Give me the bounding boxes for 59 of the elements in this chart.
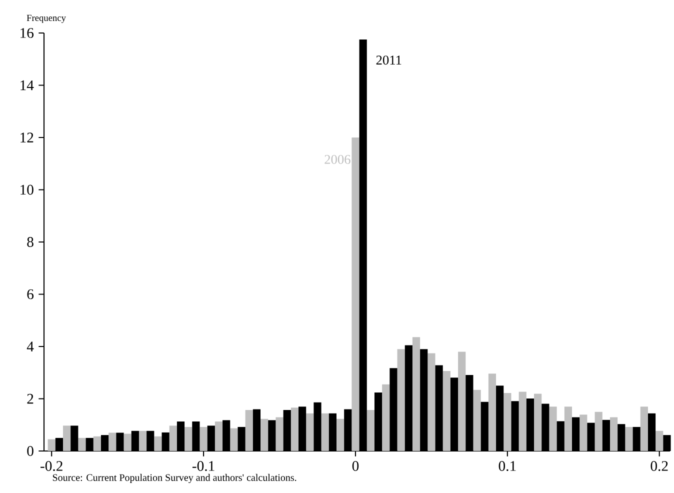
bar (336, 418, 344, 451)
x-tick-label: 0.1 (498, 461, 516, 472)
bar (549, 406, 557, 451)
bar (518, 392, 526, 451)
bar (442, 371, 450, 451)
bar (290, 408, 299, 451)
series-label: 2011 (376, 56, 402, 65)
y-tick-label: 6 (27, 289, 34, 300)
y-tick-label: 12 (20, 132, 34, 142)
bar (534, 394, 542, 451)
y-axis-title: Frequency (26, 14, 66, 23)
bar (78, 438, 86, 451)
bar (412, 337, 420, 451)
bar (230, 428, 238, 451)
bar (48, 439, 56, 451)
bar (656, 430, 664, 451)
y-tick-label: 0 (27, 446, 34, 456)
bar (504, 393, 512, 451)
bar (610, 417, 618, 451)
bar (428, 353, 436, 451)
bar (488, 374, 496, 451)
x-tick-label: 0.2 (650, 461, 668, 472)
x-tick-label: 0 (352, 461, 359, 471)
bar (458, 352, 466, 451)
bar (366, 410, 374, 451)
bar (352, 138, 360, 451)
bar (124, 434, 132, 451)
bar (580, 414, 588, 451)
bar (63, 426, 71, 451)
bar (594, 412, 602, 451)
bar (93, 436, 101, 451)
bar (108, 432, 116, 451)
x-tick-label: -0.1 (192, 461, 214, 472)
x-tick-label: -0.2 (40, 461, 62, 472)
y-tick-label: 2 (27, 394, 34, 404)
bar (154, 436, 162, 451)
bar (382, 384, 390, 451)
bar (306, 413, 314, 451)
y-tick-label: 8 (27, 237, 34, 247)
bar (625, 426, 633, 451)
bar (321, 413, 329, 451)
bar (564, 406, 572, 451)
bar (473, 390, 481, 451)
bar (169, 426, 177, 451)
bar (138, 430, 147, 451)
bar (214, 421, 223, 451)
bar (276, 417, 284, 451)
bar (260, 418, 268, 451)
bar (184, 426, 192, 451)
y-tick-label: 4 (26, 342, 34, 352)
y-tick-label: 14 (20, 80, 34, 90)
series-label: 2006 (324, 154, 350, 164)
source-note: Source: Current Population Survey and authors' calculations. (52, 474, 296, 484)
bar (640, 406, 648, 451)
y-tick-label: 16 (20, 28, 34, 38)
bar (245, 410, 253, 451)
bar (200, 426, 208, 451)
y-tick-label: 10 (20, 184, 34, 195)
bar (397, 349, 405, 451)
